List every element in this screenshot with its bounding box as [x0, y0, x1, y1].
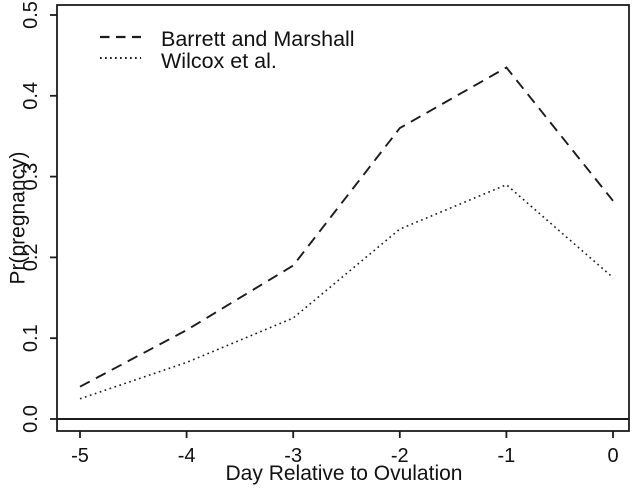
y-axis-title: Pr(pregnancy): [6, 151, 29, 284]
legend-label: Wilcox et al.: [161, 49, 277, 73]
x-tick-label: -2: [391, 445, 409, 467]
series-line-barrett-and-marshall: [79, 66, 614, 388]
y-tick-label: 0.0: [20, 405, 42, 433]
y-tick-label: 0.1: [20, 324, 42, 352]
legend-label: Barrett and Marshall: [161, 27, 355, 51]
y-tick-label: 0.2: [20, 243, 42, 271]
x-tick-label: -3: [284, 445, 302, 467]
x-tick-label: -5: [71, 445, 89, 467]
y-tick-label: 0.3: [20, 163, 42, 191]
x-tick-label: 0: [607, 445, 618, 467]
y-tick-label: 0.5: [20, 1, 42, 29]
x-axis-title: Day Relative to Ovulation: [226, 462, 463, 485]
series-line-wilcox-et-al: [79, 183, 614, 400]
x-tick-label: -4: [178, 445, 196, 467]
y-tick-label: 0.4: [20, 82, 42, 110]
plot-frame: [56, 4, 630, 432]
x-tick-label: -1: [498, 445, 516, 467]
